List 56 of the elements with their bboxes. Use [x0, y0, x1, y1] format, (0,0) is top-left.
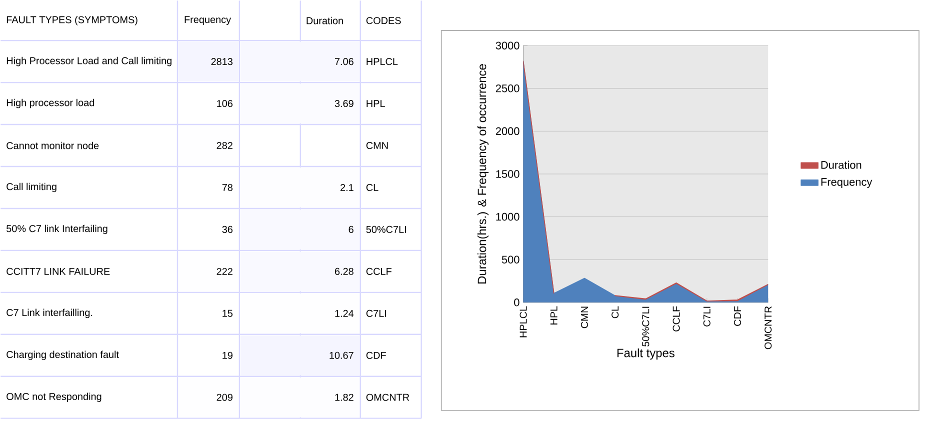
data-label: 222	[216, 268, 232, 275]
legend-label: Duration	[821, 160, 862, 169]
x-axis-title: Fault types	[617, 348, 674, 360]
x-tick-label: 50%C7LI	[642, 306, 650, 346]
y-tick-label: Cannot monitor node	[6, 142, 99, 149]
y2-tick-label: 50%C7LI	[366, 226, 406, 233]
y-tick-label: CCITT7 LINK FAILURE	[6, 268, 110, 275]
x-tick-label: CDF	[734, 306, 742, 326]
data-label: 2813	[211, 58, 232, 65]
y2-tick-label: HPLCL	[366, 58, 398, 65]
y-tick-label: C7 Link interfailling.	[6, 308, 92, 318]
y-axis-title: FAULT TYPES (SYMPTOMS)	[6, 16, 138, 26]
data-label: 2.1	[340, 184, 354, 191]
y2-tick-label: CCLF	[366, 268, 392, 275]
x-tick-label: CMN	[580, 306, 588, 328]
y-tick-label: Charging destination fault	[6, 350, 119, 360]
legend-label: Frequency	[821, 178, 872, 188]
y2-axis-title: CODES	[366, 16, 401, 24]
y-tick-label: 2000	[496, 127, 520, 135]
data-label: 282	[216, 142, 232, 149]
data-label: 36	[222, 226, 233, 233]
y-tick-label: Call limiting	[6, 182, 56, 192]
data-label: 6	[348, 226, 354, 233]
x-tick-label: HPLCL	[520, 306, 527, 338]
y-tick-label: 2500	[496, 84, 520, 92]
y-tick-label: 500	[502, 256, 520, 264]
y2-tick-label: CMN	[366, 142, 388, 149]
data-label: 3.69	[334, 100, 354, 107]
y-tick-label: 3000	[496, 42, 520, 50]
y2-tick-label: OMCNTR	[366, 394, 410, 401]
data-label: 10.67	[330, 352, 354, 359]
x-tick-label: HPL	[550, 306, 558, 324]
y2-tick-label: CL	[366, 184, 378, 191]
data-label: 7.06	[335, 58, 354, 65]
y-tick-label: 0	[514, 298, 520, 306]
data-label: 1.82	[335, 394, 354, 401]
y-tick-label: 50% C7 link Interfailing	[6, 224, 108, 234]
y-tick-label: High processor load	[6, 98, 94, 108]
data-label: 209	[216, 394, 232, 401]
data-label: 1.24	[335, 310, 354, 317]
y-tick-label: 1500	[496, 170, 520, 178]
x-tick-label: OMCNTR	[764, 306, 772, 349]
x-tick-label: C7LI	[703, 306, 710, 326]
y2-tick-label: CDF	[366, 352, 386, 359]
data-label: 106	[217, 100, 233, 107]
y-tick-label: High Processor Load and Call limiting	[6, 56, 172, 66]
y2-tick-label: HPL	[366, 100, 385, 107]
x-tick-label: CCLF	[672, 306, 680, 332]
y-tick-label: OMC not Responding	[6, 392, 102, 402]
data-label: 78	[222, 184, 233, 191]
data-label: 19	[222, 352, 232, 359]
y-axis-title: Duration(hrs.) & Frequency of occurrence	[477, 64, 489, 284]
data-label: 6.28	[334, 268, 354, 275]
x-tick-label: CL	[612, 306, 619, 318]
y-tick-label: 1000	[496, 212, 520, 221]
data-label: 15	[222, 310, 233, 317]
